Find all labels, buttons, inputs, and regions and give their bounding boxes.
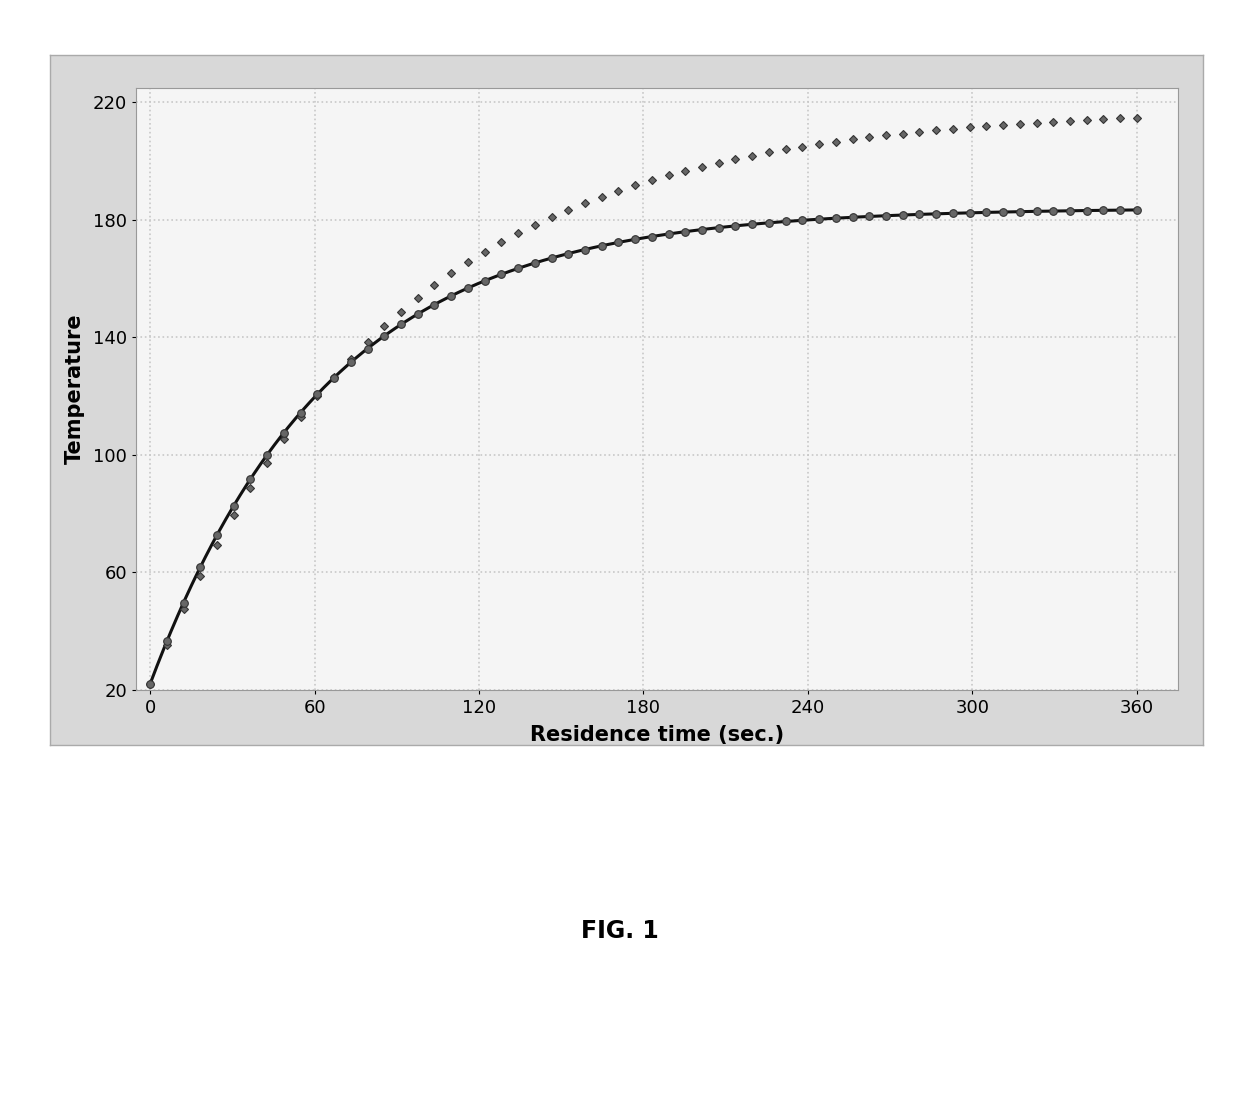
X-axis label: Residence time (sec.): Residence time (sec.): [531, 725, 784, 746]
Text: FIG. 1: FIG. 1: [582, 919, 658, 943]
Y-axis label: Temperature: Temperature: [64, 313, 84, 464]
